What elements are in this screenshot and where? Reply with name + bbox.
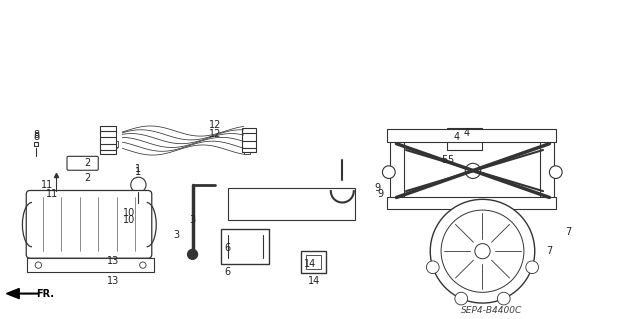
Circle shape (465, 163, 481, 178)
Circle shape (497, 292, 510, 305)
Bar (387, 129, 556, 142)
Text: 6: 6 (225, 243, 230, 253)
Text: 11: 11 (46, 189, 58, 199)
Text: 8: 8 (33, 132, 40, 142)
Circle shape (131, 177, 146, 192)
Circle shape (441, 210, 524, 292)
Bar (111, 141, 118, 147)
Text: FR.: FR. (36, 289, 54, 299)
Bar (306, 255, 321, 269)
Bar (244, 142, 250, 147)
Circle shape (383, 166, 395, 178)
Text: 4: 4 (463, 128, 470, 138)
Text: 2: 2 (84, 174, 90, 183)
Bar (244, 145, 250, 151)
FancyBboxPatch shape (67, 156, 99, 170)
Bar (243, 128, 256, 152)
Text: 10: 10 (123, 208, 135, 218)
Text: 4: 4 (454, 132, 460, 142)
Text: SEP4-B4400C: SEP4-B4400C (461, 306, 523, 315)
Bar (244, 149, 250, 154)
Circle shape (526, 261, 538, 274)
Bar (301, 251, 326, 273)
Text: 5: 5 (447, 154, 454, 165)
Circle shape (475, 244, 490, 259)
Text: 7: 7 (547, 246, 552, 256)
Text: 13: 13 (107, 276, 119, 286)
Text: 12: 12 (209, 129, 221, 139)
FancyBboxPatch shape (26, 190, 152, 258)
Bar (244, 134, 250, 139)
Circle shape (188, 249, 198, 259)
Circle shape (549, 166, 562, 178)
Text: 8: 8 (33, 130, 40, 140)
Text: 1: 1 (135, 164, 141, 174)
Circle shape (140, 262, 146, 268)
Text: 1: 1 (135, 167, 141, 177)
Text: 13: 13 (107, 256, 119, 266)
Bar (108, 145, 114, 152)
Circle shape (430, 199, 535, 303)
Text: 14: 14 (307, 276, 320, 286)
Bar (387, 197, 556, 209)
Text: 2: 2 (84, 158, 90, 168)
Text: 3: 3 (173, 230, 180, 241)
Bar (100, 126, 116, 154)
Circle shape (35, 262, 42, 268)
Bar (106, 146, 113, 153)
Bar (134, 201, 143, 207)
Text: 11: 11 (41, 180, 53, 190)
Bar (109, 144, 115, 150)
Circle shape (455, 292, 468, 305)
Text: 9: 9 (374, 183, 380, 193)
Bar (228, 188, 355, 219)
Bar (27, 258, 154, 272)
Text: 10: 10 (123, 215, 135, 225)
Bar (390, 137, 404, 201)
Text: 7: 7 (565, 227, 572, 237)
Text: 12: 12 (209, 120, 221, 130)
Bar (244, 138, 250, 143)
Text: 6: 6 (225, 267, 230, 277)
Text: 3: 3 (189, 215, 196, 225)
Text: 5: 5 (441, 154, 447, 165)
Bar (540, 137, 554, 201)
Bar (110, 142, 116, 149)
Bar (221, 229, 269, 264)
Circle shape (426, 261, 439, 274)
Bar (447, 128, 483, 150)
Polygon shape (6, 288, 19, 299)
Text: 9: 9 (378, 189, 383, 199)
Text: 14: 14 (304, 259, 317, 269)
